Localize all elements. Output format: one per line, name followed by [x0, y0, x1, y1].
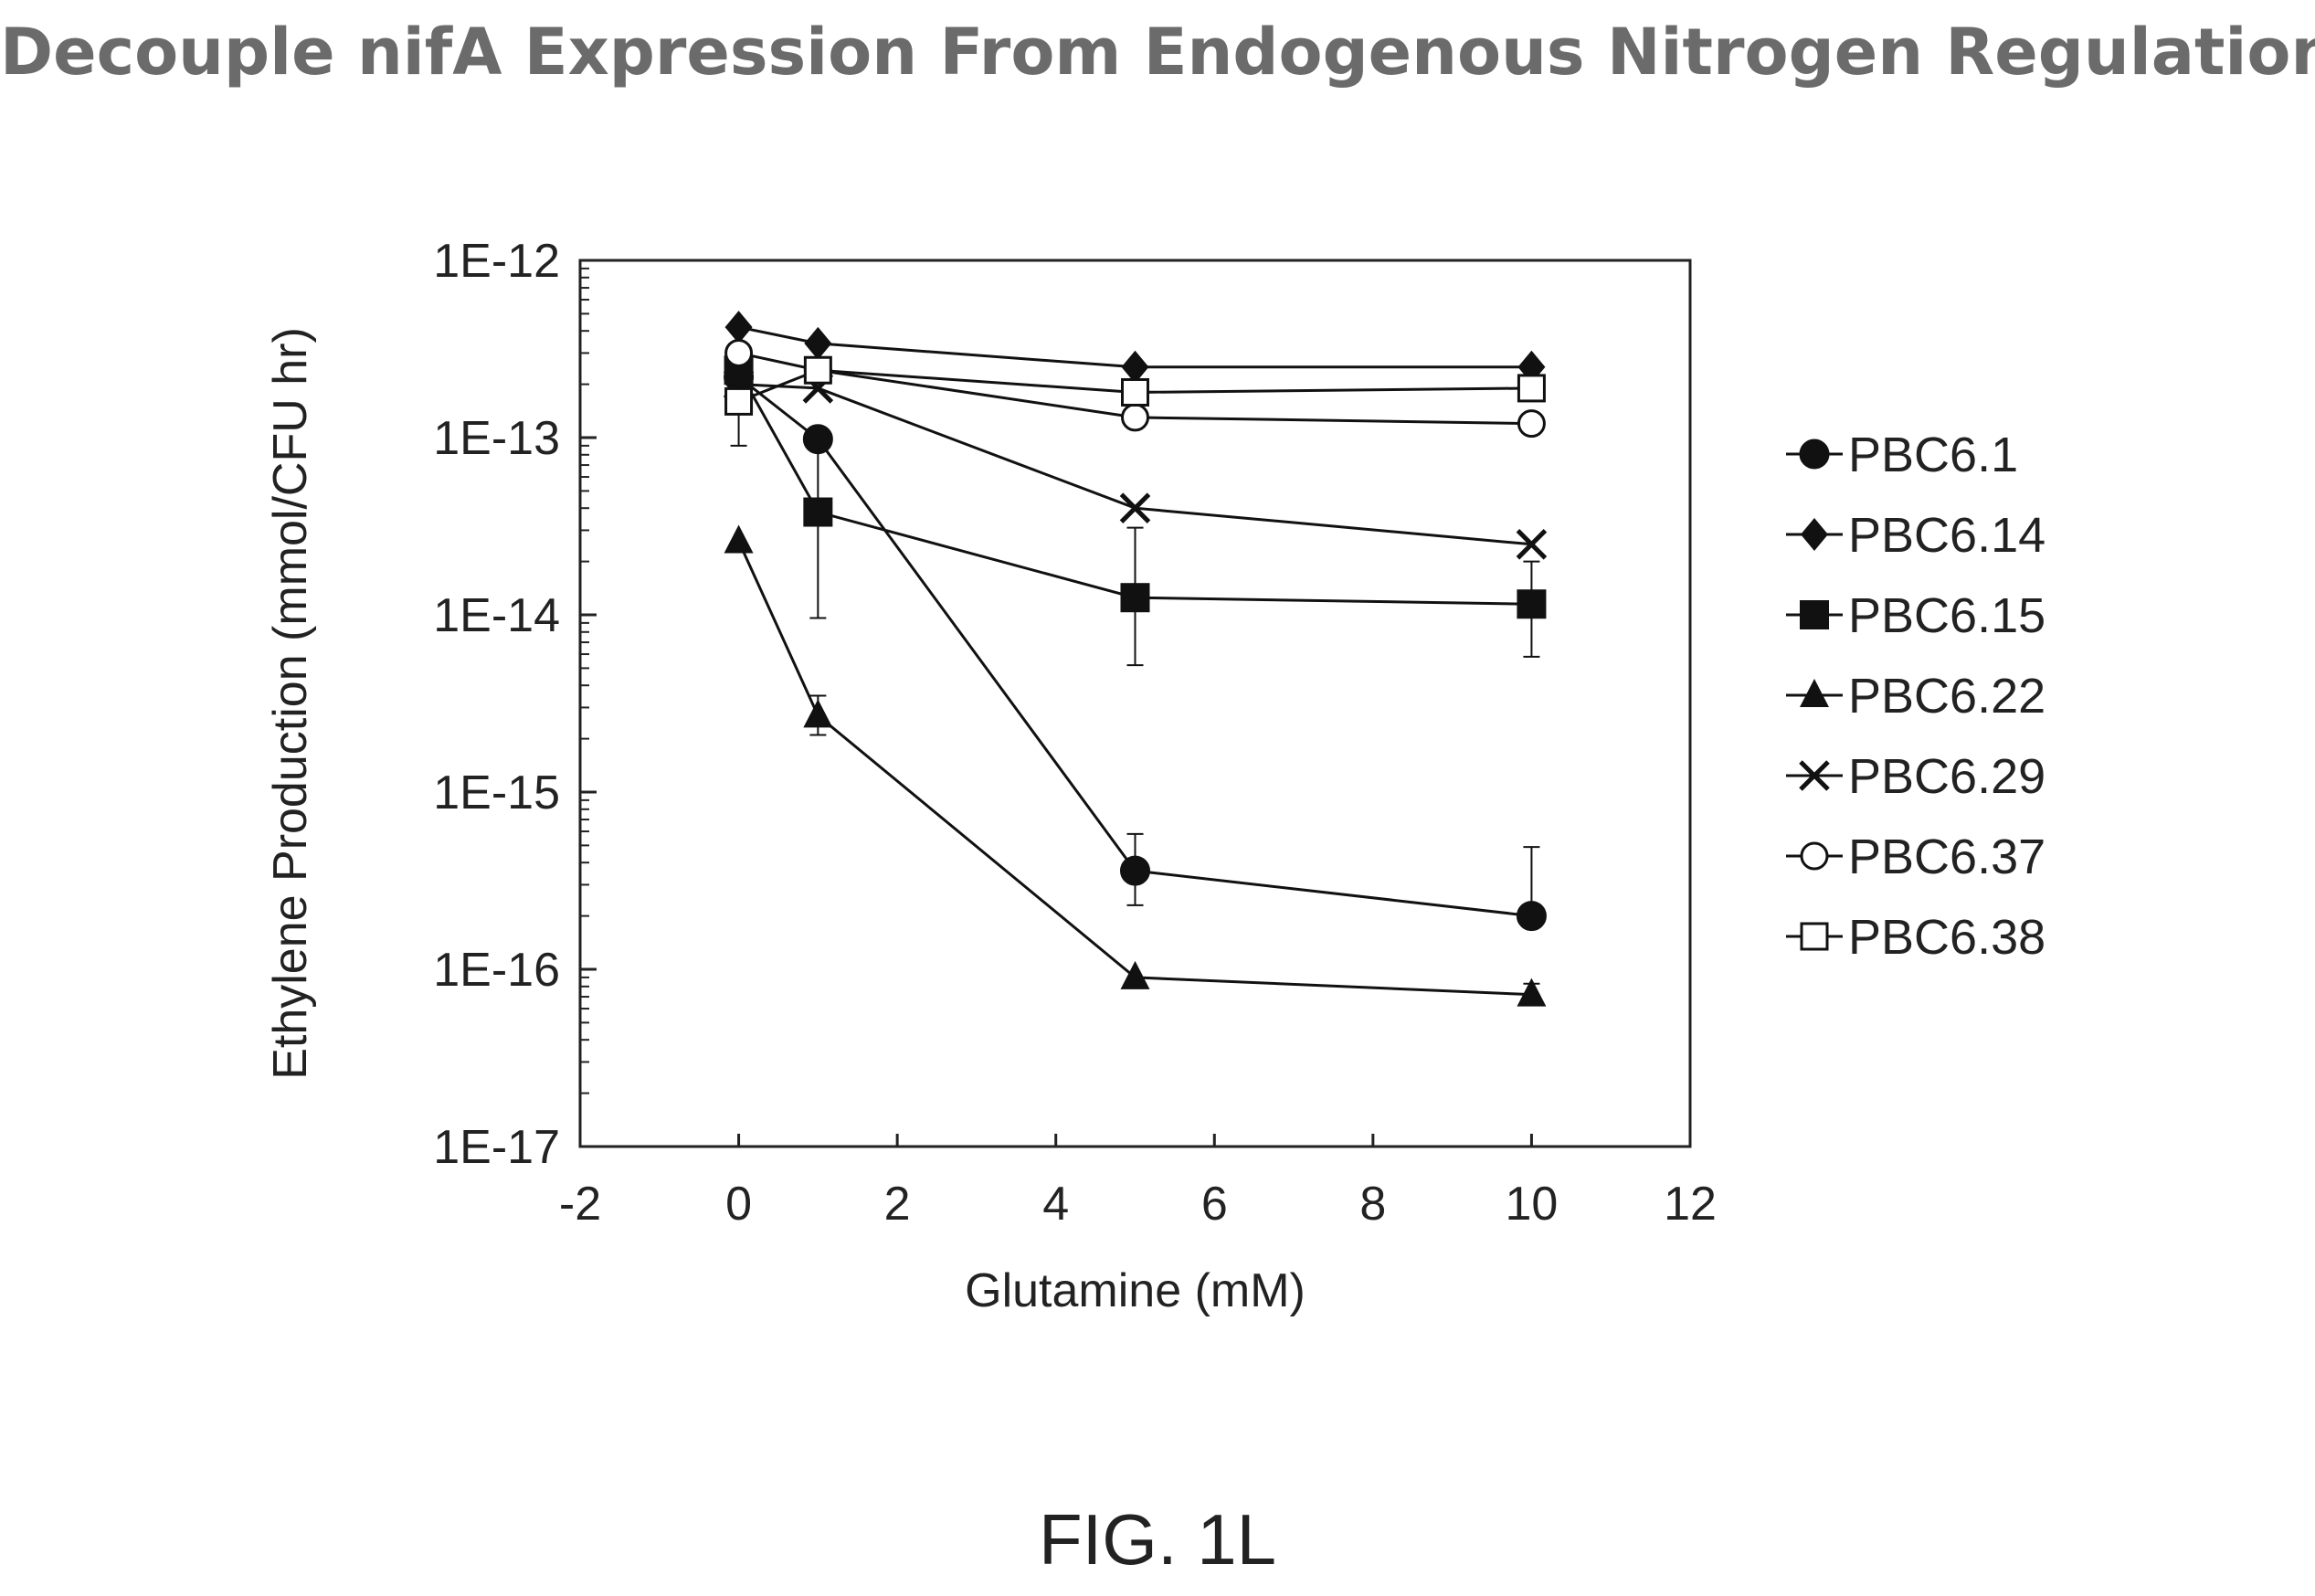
x-tick-label: 2 [884, 1178, 911, 1231]
series-line [738, 368, 1532, 403]
data-point [1516, 901, 1547, 932]
legend-item: PBC6.37 [1786, 830, 2045, 884]
legend: PBC6.1 PBC6.14 PBC6.15 PBC6.22 PBC6.29 PBC6.3… [1786, 428, 2045, 965]
series-line [737, 540, 1532, 997]
data-point [803, 497, 833, 527]
cross-stroke [1799, 760, 1830, 791]
legend-label: PBC6.1 [1848, 428, 2018, 482]
x-tick-label: 4 [1042, 1178, 1069, 1231]
legend-item: PBC6.22 [1786, 669, 2045, 724]
legend-marker [1799, 439, 1830, 470]
legend-item: PBC6.15 [1786, 588, 2045, 643]
cross-stroke [1516, 529, 1548, 560]
y-tick-label: 1E-13 [433, 412, 560, 465]
y-tick-label: 1E-12 [433, 235, 560, 288]
x-tick-label: 0 [725, 1178, 752, 1231]
series-line [737, 375, 1532, 918]
series-line [737, 369, 1532, 606]
data-point [724, 524, 754, 554]
legend-marker [1799, 760, 1830, 791]
x-axis-title: Glutamine (mM) [965, 1264, 1305, 1317]
x-tick-label: 8 [1359, 1178, 1386, 1231]
plot-frame [578, 259, 1692, 1148]
data-point [1517, 978, 1547, 1007]
legend-label: PBC6.38 [1848, 910, 2045, 965]
x-tick-label: 6 [1201, 1178, 1228, 1231]
legend-marker [1800, 841, 1829, 871]
data-point [1517, 589, 1547, 619]
legend-marker [1800, 922, 1829, 951]
data-point [724, 311, 753, 344]
legend-item: PBC6.1 [1786, 428, 2018, 482]
legend-marker [1800, 679, 1829, 707]
data-point [803, 699, 833, 728]
y-tick-label: 1E-14 [433, 589, 560, 642]
x-tick-label: -2 [559, 1178, 601, 1231]
legend-label: PBC6.15 [1848, 588, 2045, 643]
figure-label: FIG. 1L [1038, 1499, 1277, 1580]
data-point [803, 355, 832, 385]
legend-label: PBC6.22 [1848, 669, 2045, 724]
data-point [1120, 583, 1150, 613]
figure-title: Decouple nifA Expression From Endogenous… [0, 15, 2315, 90]
y-tick-label: 1E-16 [433, 944, 560, 997]
legend-item: PBC6.38 [1786, 910, 2045, 965]
data-point [1517, 409, 1546, 439]
x-tick-label: 10 [1506, 1178, 1559, 1231]
legend-label: PBC6.14 [1848, 508, 2045, 563]
data-point [1516, 529, 1548, 560]
data-point [1120, 855, 1150, 886]
data-point [804, 326, 832, 360]
legend-label: PBC6.29 [1848, 749, 2045, 804]
series-line [738, 351, 1532, 426]
legend-item: PBC6.29 [1786, 749, 2045, 804]
data-point [1121, 403, 1149, 432]
legend-item: PBC6.14 [1786, 508, 2045, 563]
series-line [738, 325, 1532, 369]
y-tick-label: 1E-15 [433, 766, 560, 819]
cross-stroke [1119, 492, 1151, 523]
data-point [1121, 377, 1149, 407]
data-point [1121, 350, 1149, 384]
legend-label: PBC6.37 [1848, 830, 2045, 884]
y-axis-title: Ethylene Production (mmol/CFU hr) [264, 327, 317, 1080]
data-point [1120, 960, 1150, 989]
data-point [1517, 374, 1546, 403]
x-tick-label: 12 [1664, 1178, 1717, 1231]
data-point [724, 338, 754, 367]
data-point [724, 386, 754, 416]
data-point [1119, 492, 1151, 523]
plot-area: 1E-12 1E-13 1E-14 1E-15 1E-16 1E-17-2 0 2 4 6 8 10 1… [433, 235, 1717, 1231]
legend-marker [1801, 518, 1828, 551]
y-tick-label: 1E-17 [433, 1121, 560, 1174]
legend-marker [1800, 600, 1829, 629]
